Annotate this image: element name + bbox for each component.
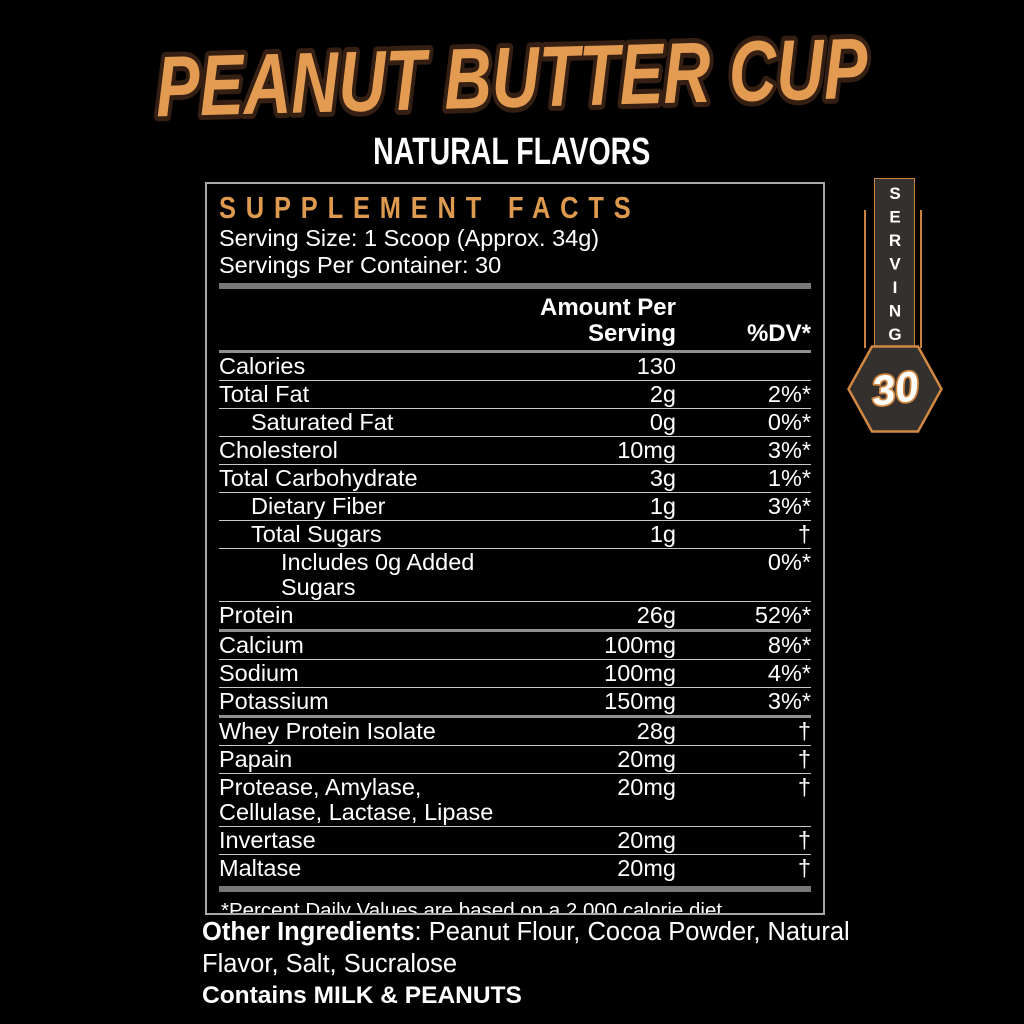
product-title: PEANUT BUTTER CUP [150, 16, 875, 141]
nutrient-row: Total Sugars 1g † [219, 520, 811, 548]
col-header-dv: %DV* [746, 320, 811, 347]
nutrient-amount: 20mg [617, 827, 676, 853]
nutrient-amount: 100mg [604, 660, 676, 686]
nutrient-amount: 20mg [617, 746, 676, 772]
nutrient-amount: 130 [636, 353, 676, 379]
nutrient-label: Maltase [219, 855, 302, 881]
nutrient-label: Total Carbohydrate [219, 465, 418, 491]
nutrient-row: Calcium 100mg 8%* [219, 629, 811, 659]
nutrient-row: Papain 20mg † [219, 745, 811, 773]
nutrient-label: Sodium [219, 660, 299, 686]
serving-size: Serving Size: 1 Scoop (Approx. 34g) [219, 225, 600, 251]
nutrient-label: Includes 0g Added Sugars [281, 549, 475, 600]
nutrient-dv: † [797, 746, 811, 772]
nutrient-dv: 3%* [767, 688, 811, 714]
nutrient-dv: 2%* [767, 381, 811, 407]
hexagon-shape [847, 345, 943, 433]
nutrient-amount: 20mg [617, 855, 676, 881]
nutrient-row: Potassium 150mg 3%* [219, 687, 811, 715]
nutrient-row: Total Fat 2g 2%* [219, 380, 811, 408]
nutrient-label: Papain [219, 746, 293, 772]
divider-thick [219, 886, 811, 892]
badge-ribbon-line-right [920, 210, 922, 348]
nutrient-row: Cholesterol 10mg 3%* [219, 436, 811, 464]
nutrient-dv: 1%* [767, 465, 811, 491]
nutrient-row: Protein 26g 52%* [219, 601, 811, 629]
servings-count-hexagon: 30 [847, 345, 943, 433]
nutrient-row: Sodium 100mg 4%* [219, 659, 811, 687]
badge-ribbon-line-left [864, 210, 866, 348]
nutrient-label: Protein [219, 602, 294, 628]
other-ingredients-label: Other Ingredients [202, 918, 415, 946]
other-ingredients: Other Ingredients: Peanut Flour, Cocoa P… [202, 916, 862, 980]
footnote-dv: *Percent Daily Values are based on a 2,0… [221, 899, 728, 915]
nutrient-dv: 52%* [754, 602, 811, 628]
nutrient-amount: 0g [649, 409, 676, 435]
nutrient-amount: 3g [649, 465, 676, 491]
servings-badge: SERVINGS [874, 178, 915, 372]
nutrient-label: Total Fat [219, 381, 310, 407]
nutrient-label: Protease, Amylase, Cellulase, Lactase, L… [219, 774, 494, 825]
nutrient-label: Total Sugars [251, 521, 382, 547]
supplement-facts-title: SUPPLEMENT FACTS [219, 190, 641, 225]
nutrient-dv: 3%* [767, 493, 811, 519]
nutrient-dv: † [797, 827, 811, 853]
nutrient-dv: 8%* [767, 632, 811, 658]
col-header-amount: Amount Per Serving [539, 294, 676, 347]
nutrient-dv: 0%* [767, 549, 811, 575]
nutrient-label: Calories [219, 353, 306, 379]
nutrient-label: Calcium [219, 632, 304, 658]
nutrient-row: Maltase 20mg † [219, 854, 811, 882]
nutrient-label: Cholesterol [219, 437, 338, 463]
nutrient-amount: 100mg [604, 632, 676, 658]
nutrient-row: Whey Protein Isolate 28g † [219, 715, 811, 745]
other-ingredients-text: : Peanut Flour, Cocoa Powder, Natural Fl… [202, 918, 850, 978]
servings-per-container: Servings Per Container: 30 [219, 252, 502, 278]
nutrient-dv: 3%* [767, 437, 811, 463]
divider-medium [219, 350, 811, 353]
nutrient-dv: † [797, 718, 811, 744]
nutrient-dv: † [797, 855, 811, 881]
divider-thick [219, 283, 811, 289]
nutrient-label: Invertase [219, 827, 316, 853]
nutrient-label: Saturated Fat [251, 409, 394, 435]
servings-count: 30 [869, 362, 922, 415]
nutrient-label: Potassium [219, 688, 329, 714]
servings-badge-label: SERVINGS [885, 184, 905, 372]
nutrient-amount: 28g [636, 718, 676, 744]
table-header: Amount Per Serving %DV* [219, 293, 811, 350]
flavor-subtitle: NATURAL FLAVORS [373, 131, 651, 173]
nutrient-amount: 26g [636, 602, 676, 628]
nutrient-row: Saturated Fat 0g 0%* [219, 408, 811, 436]
nutrient-label: Whey Protein Isolate [219, 718, 436, 744]
nutrient-dv: 4%* [767, 660, 811, 686]
nutrient-dv: † [797, 774, 811, 800]
nutrient-label: Dietary Fiber [251, 493, 386, 519]
nutrient-row: Total Carbohydrate 3g 1%* [219, 464, 811, 492]
nutrient-row: Invertase 20mg † [219, 826, 811, 854]
supplement-facts-panel: SUPPLEMENT FACTS Serving Size: 1 Scoop (… [205, 182, 825, 915]
product-title-text: PEANUT BUTTER CUP [155, 21, 870, 136]
nutrient-amount: 2g [649, 381, 676, 407]
nutrient-row: Dietary Fiber 1g 3%* [219, 492, 811, 520]
nutrient-dv: † [797, 521, 811, 547]
nutrient-row: Calories 130 [219, 353, 811, 380]
nutrient-row: Protease, Amylase, Cellulase, Lactase, L… [219, 773, 811, 826]
nutrient-amount: 1g [649, 493, 676, 519]
nutrient-amount: 150mg [604, 688, 676, 714]
nutrient-amount: 20mg [617, 774, 676, 800]
nutrient-row: Includes 0g Added Sugars 0%* [219, 548, 811, 601]
nutrient-amount: 1g [649, 521, 676, 547]
nutrient-amount: 10mg [617, 437, 676, 463]
footnotes: *Percent Daily Values are based on a 2,0… [219, 896, 811, 915]
allergen-statement: Contains MILK & PEANUTS [202, 982, 522, 1009]
nutrient-dv: 0%* [767, 409, 811, 435]
